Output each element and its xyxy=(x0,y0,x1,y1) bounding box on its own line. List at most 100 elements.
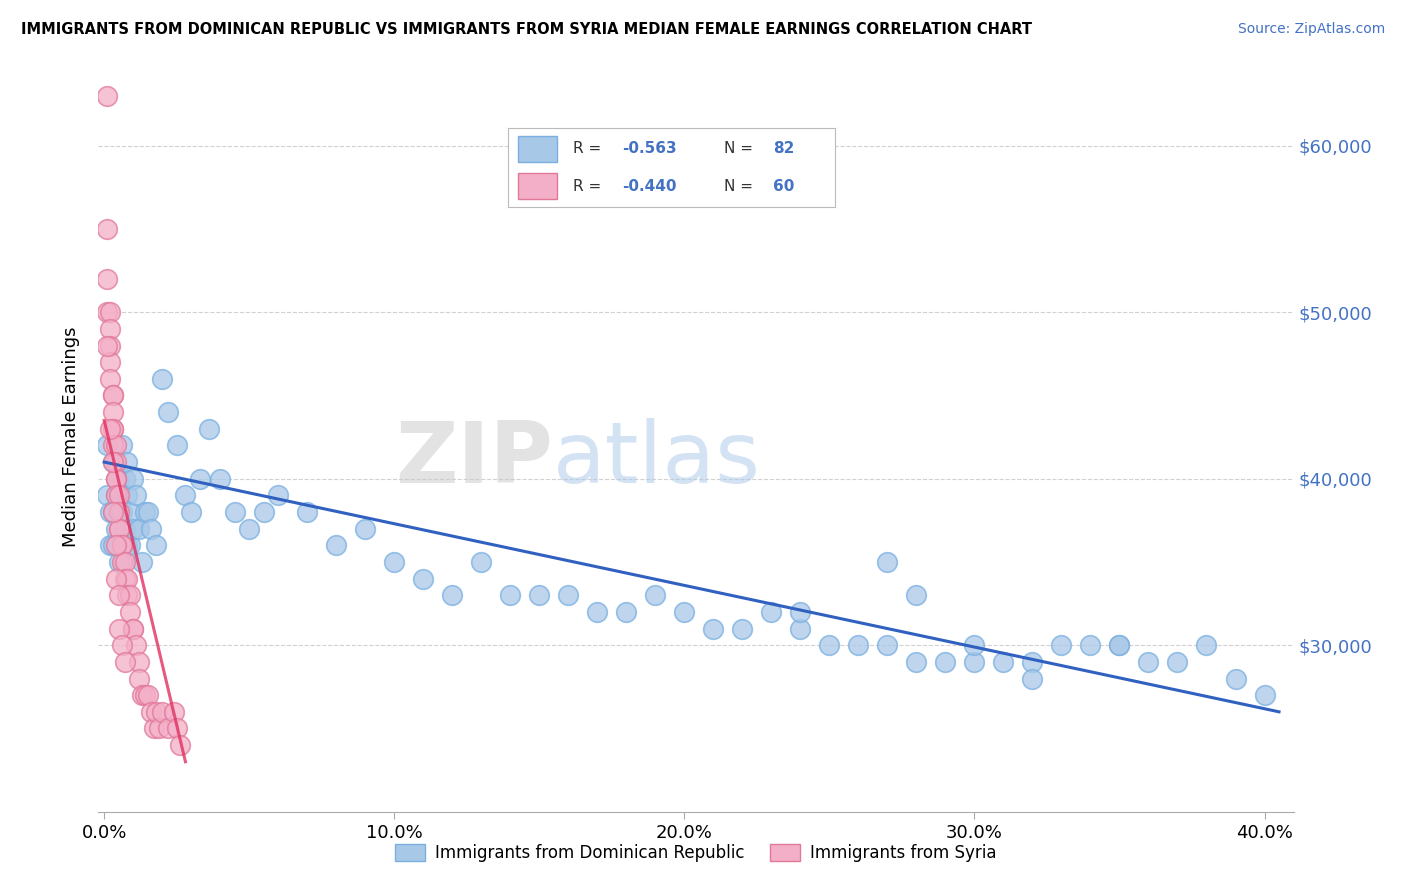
Point xyxy=(125,488,148,502)
Point xyxy=(150,372,173,386)
Point xyxy=(117,588,139,602)
Point xyxy=(142,722,165,736)
Point xyxy=(180,505,202,519)
Point xyxy=(169,738,191,752)
Point xyxy=(117,572,139,586)
Point xyxy=(107,505,129,519)
Point xyxy=(98,305,121,319)
Point xyxy=(1137,655,1160,669)
Point xyxy=(104,488,127,502)
Point xyxy=(107,488,129,502)
Point xyxy=(267,488,290,502)
Text: atlas: atlas xyxy=(553,418,761,501)
Text: -0.440: -0.440 xyxy=(623,178,678,194)
Point xyxy=(111,505,134,519)
Point xyxy=(224,505,246,519)
Point xyxy=(789,622,811,636)
Point xyxy=(101,455,124,469)
Point xyxy=(107,588,129,602)
Point xyxy=(104,472,127,486)
Point xyxy=(789,605,811,619)
Point xyxy=(104,522,127,536)
Point xyxy=(1195,638,1218,652)
Point xyxy=(107,522,129,536)
Point xyxy=(111,638,134,652)
Point xyxy=(136,505,159,519)
Text: N =: N = xyxy=(724,178,758,194)
Point xyxy=(731,622,754,636)
Point xyxy=(128,522,150,536)
Point xyxy=(166,438,188,452)
Point xyxy=(188,472,211,486)
Point xyxy=(128,672,150,686)
Point xyxy=(963,638,986,652)
Point xyxy=(107,472,129,486)
Point xyxy=(107,505,129,519)
Point xyxy=(470,555,492,569)
Point xyxy=(111,538,134,552)
Point xyxy=(905,655,928,669)
Point xyxy=(122,522,145,536)
Text: N =: N = xyxy=(724,142,758,156)
Point xyxy=(614,605,637,619)
Point xyxy=(96,222,118,236)
Point xyxy=(876,638,898,652)
Point xyxy=(111,438,134,452)
Text: R =: R = xyxy=(574,178,606,194)
Point xyxy=(148,722,170,736)
Point xyxy=(1253,688,1275,702)
Point xyxy=(122,622,145,636)
Text: ZIP: ZIP xyxy=(395,418,553,501)
Point xyxy=(934,655,956,669)
Point xyxy=(131,688,153,702)
Point xyxy=(157,405,180,419)
Point xyxy=(120,538,142,552)
Point xyxy=(104,538,127,552)
Point xyxy=(412,572,434,586)
Point xyxy=(98,322,121,336)
Point xyxy=(104,455,127,469)
Point xyxy=(1166,655,1188,669)
Point xyxy=(145,705,167,719)
Point xyxy=(325,538,347,552)
Text: Source: ZipAtlas.com: Source: ZipAtlas.com xyxy=(1237,22,1385,37)
Point xyxy=(114,572,136,586)
Point xyxy=(174,488,197,502)
Point xyxy=(557,588,579,602)
Point xyxy=(122,472,145,486)
Point xyxy=(644,588,666,602)
Point xyxy=(120,505,142,519)
Point xyxy=(848,638,870,652)
Point xyxy=(114,555,136,569)
Point xyxy=(209,472,232,486)
Point xyxy=(96,305,118,319)
Point xyxy=(139,705,162,719)
Point xyxy=(117,455,139,469)
Point xyxy=(104,488,127,502)
Point xyxy=(253,505,276,519)
Point xyxy=(1021,672,1043,686)
Text: R =: R = xyxy=(574,142,606,156)
Point xyxy=(101,505,124,519)
Point xyxy=(101,388,124,402)
Point xyxy=(101,422,124,436)
Point xyxy=(818,638,841,652)
Point xyxy=(107,555,129,569)
Point xyxy=(136,688,159,702)
Point xyxy=(529,588,551,602)
Point xyxy=(114,655,136,669)
Point xyxy=(96,438,118,452)
Point xyxy=(104,572,127,586)
Point xyxy=(131,555,153,569)
Point xyxy=(125,638,148,652)
Point xyxy=(101,505,124,519)
Y-axis label: Median Female Earnings: Median Female Earnings xyxy=(62,326,80,548)
Point xyxy=(441,588,464,602)
Point xyxy=(96,338,118,352)
Point xyxy=(101,438,124,452)
Point xyxy=(963,655,986,669)
Point xyxy=(104,472,127,486)
Point xyxy=(905,588,928,602)
Bar xyxy=(517,173,557,199)
Point xyxy=(876,555,898,569)
